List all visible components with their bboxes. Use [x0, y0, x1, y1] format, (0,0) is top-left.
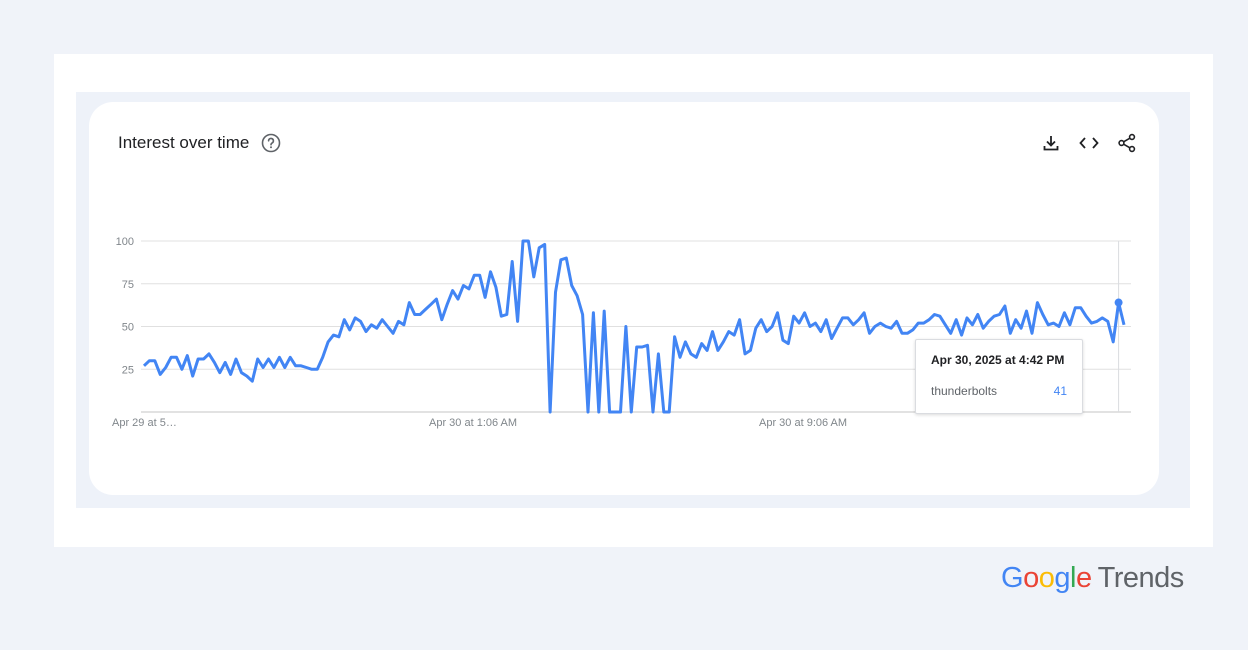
tooltip-date: Apr 30, 2025 at 4:42 PM	[931, 353, 1065, 367]
google-letter: o	[1023, 562, 1039, 594]
code-icon	[1079, 137, 1099, 149]
card-actions	[1039, 131, 1139, 155]
download-button[interactable]	[1039, 131, 1063, 155]
card-header: Interest over time	[118, 131, 281, 155]
google-wordmark: Google	[1001, 562, 1092, 594]
google-letter: o	[1038, 562, 1055, 594]
google-letter: g	[1054, 562, 1070, 594]
y-tick-label: 75	[122, 279, 134, 291]
hover-point	[1114, 298, 1123, 307]
interest-chart[interactable]: 100 75 50 25 Apr 29 at 5… Apr 30 at 1:06 AM Ap…	[89, 102, 1159, 495]
outer-panel: Interest over time	[54, 54, 1213, 547]
y-tick-label: 50	[122, 322, 134, 334]
inner-panel: Interest over time	[76, 92, 1190, 508]
share-button[interactable]	[1115, 131, 1139, 155]
trends-wordmark: Trends	[1097, 562, 1185, 594]
y-tick-label: 25	[122, 364, 134, 376]
google-trends-logo: Google Trends	[1001, 562, 1184, 595]
y-tick-label: 100	[116, 236, 134, 248]
download-icon	[1043, 136, 1059, 151]
share-icon	[1118, 133, 1136, 153]
chart-tooltip: Apr 30, 2025 at 4:42 PM thunderbolts 41	[915, 339, 1083, 414]
google-letter: l	[1069, 562, 1076, 594]
tooltip-term: thunderbolts	[931, 384, 998, 398]
card-title: Interest over time	[118, 133, 250, 152]
help-circle-icon[interactable]	[261, 133, 281, 153]
series-line-thunderbolts	[142, 239, 1126, 414]
x-tick-label: Apr 30 at 9:06 AM	[759, 417, 847, 429]
tooltip-value: 41	[1053, 384, 1067, 398]
google-letter: G	[1001, 562, 1024, 594]
x-tick-label: Apr 29 at 5…	[112, 417, 177, 429]
tooltip-row: thunderbolts 41	[931, 384, 1067, 398]
x-tick-label: Apr 30 at 1:06 AM	[429, 417, 517, 429]
embed-button[interactable]	[1077, 131, 1101, 155]
interest-over-time-card: Interest over time	[89, 102, 1159, 495]
google-letter: e	[1075, 562, 1092, 594]
